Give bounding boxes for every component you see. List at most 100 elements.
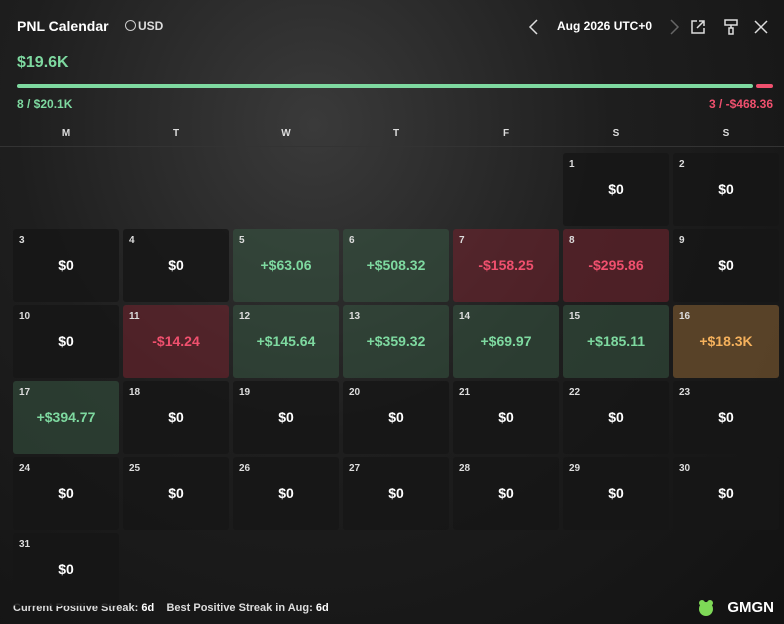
day-number: 7 bbox=[459, 235, 465, 246]
next-month[interactable] bbox=[667, 18, 681, 36]
day-pnl: $0 bbox=[718, 485, 734, 501]
day-pnl: +$145.64 bbox=[256, 333, 316, 349]
day-pnl: $0 bbox=[388, 485, 404, 501]
day-pnl: +$18.3K bbox=[699, 333, 753, 349]
day-number: 2 bbox=[679, 159, 685, 170]
weekday: W bbox=[281, 128, 291, 139]
day-pnl: +$394.77 bbox=[36, 409, 96, 425]
share-button[interactable] bbox=[690, 19, 706, 35]
loss-bar bbox=[756, 84, 773, 88]
total-pnl: $19.6K bbox=[17, 54, 69, 71]
day-cell: 14 +$69.97 bbox=[453, 305, 559, 378]
day-number: 30 bbox=[679, 463, 691, 474]
day-pnl: $0 bbox=[168, 257, 184, 273]
weekday: T bbox=[172, 128, 180, 139]
title: PNL Calendar bbox=[17, 18, 109, 34]
day-cell: 12 +$145.64 bbox=[233, 305, 339, 378]
day-cell: 10 $0 bbox=[13, 305, 119, 378]
day-cell: 4 $0 bbox=[123, 229, 229, 302]
day-cell: 8 -$295.86 bbox=[563, 229, 669, 302]
day-cell: 15 +$185.11 bbox=[563, 305, 669, 378]
day-number: 10 bbox=[19, 311, 31, 322]
day-number: 22 bbox=[569, 387, 581, 398]
day-cell: 17 +$394.77 bbox=[13, 381, 119, 454]
day-number: 5 bbox=[239, 235, 245, 246]
day-cell: 16 +$18.3K bbox=[673, 305, 779, 378]
day-cell: 3 $0 bbox=[13, 229, 119, 302]
style-button[interactable] bbox=[723, 18, 739, 36]
day-number: 1 bbox=[569, 159, 575, 170]
day-pnl: $0 bbox=[388, 409, 404, 425]
day-number: 12 bbox=[239, 311, 251, 322]
day-number: 8 bbox=[569, 235, 575, 246]
day-cell: 9 $0 bbox=[673, 229, 779, 302]
day-number: 31 bbox=[19, 539, 31, 550]
day-number: 14 bbox=[459, 311, 471, 322]
day-pnl: $0 bbox=[168, 409, 184, 425]
currency-toggle[interactable]: USD bbox=[125, 19, 163, 33]
day-pnl: +$63.06 bbox=[260, 257, 312, 273]
day-pnl: $0 bbox=[168, 485, 184, 501]
weekday: S bbox=[722, 128, 730, 139]
day-number: 20 bbox=[349, 387, 361, 398]
day-number: 19 bbox=[239, 387, 251, 398]
weekday: F bbox=[502, 128, 510, 139]
day-pnl: -$295.86 bbox=[588, 257, 644, 273]
day-cell: 30 $0 bbox=[673, 457, 779, 530]
day-pnl: +$185.11 bbox=[586, 333, 645, 349]
win-bar bbox=[17, 84, 753, 88]
day-pnl: $0 bbox=[58, 333, 74, 349]
close-button[interactable] bbox=[753, 19, 769, 35]
day-cell: 18 $0 bbox=[123, 381, 229, 454]
day-pnl: $0 bbox=[608, 409, 624, 425]
day-number: 27 bbox=[349, 463, 361, 474]
day-cell: 21 $0 bbox=[453, 381, 559, 454]
day-pnl: $0 bbox=[498, 409, 514, 425]
day-number: 6 bbox=[349, 235, 355, 246]
day-cell: 19 $0 bbox=[233, 381, 339, 454]
day-pnl: $0 bbox=[498, 485, 514, 501]
day-number: 9 bbox=[679, 235, 685, 246]
day-pnl: $0 bbox=[278, 485, 294, 501]
day-pnl: $0 bbox=[718, 409, 734, 425]
day-cell: 28 $0 bbox=[453, 457, 559, 530]
day-cell: 25 $0 bbox=[123, 457, 229, 530]
best-streak-label: Best Positive Streak in Aug: bbox=[166, 602, 313, 614]
day-number: 26 bbox=[239, 463, 251, 474]
day-number: 13 bbox=[349, 311, 361, 322]
day-number: 25 bbox=[129, 463, 141, 474]
weekday: T bbox=[392, 128, 400, 139]
day-number: 4 bbox=[129, 235, 135, 246]
day-cell: 7 -$158.25 bbox=[453, 229, 559, 302]
day-cell: 20 $0 bbox=[343, 381, 449, 454]
day-cell: 29 $0 bbox=[563, 457, 669, 530]
weekday: M bbox=[61, 128, 71, 139]
day-cell: 24 $0 bbox=[13, 457, 119, 530]
day-pnl: $0 bbox=[58, 257, 74, 273]
weekday: S bbox=[612, 128, 620, 139]
day-cell: 31 $0 bbox=[13, 533, 119, 606]
day-number: 16 bbox=[679, 311, 691, 322]
month: Aug 2026 UTC+0 bbox=[557, 19, 653, 33]
day-pnl: $0 bbox=[58, 485, 74, 501]
day-number: 3 bbox=[19, 235, 25, 246]
current-streak: 6d bbox=[141, 602, 155, 614]
day-number: 17 bbox=[19, 387, 31, 398]
day-pnl: $0 bbox=[608, 485, 624, 501]
day-cell: 13 +$359.32 bbox=[343, 305, 449, 378]
wins: 8 / $20.1K bbox=[17, 97, 73, 111]
day-number: 29 bbox=[569, 463, 581, 474]
day-number: 24 bbox=[19, 463, 31, 474]
day-pnl: $0 bbox=[718, 257, 734, 273]
day-cell: 1 $0 bbox=[563, 153, 669, 226]
day-pnl: +$359.32 bbox=[366, 333, 426, 349]
day-cell: 5 +$63.06 bbox=[233, 229, 339, 302]
day-pnl: $0 bbox=[278, 409, 294, 425]
day-cell: 11 -$14.24 bbox=[123, 305, 229, 378]
day-cell: 2 $0 bbox=[673, 153, 779, 226]
day-cell: 6 +$508.32 bbox=[343, 229, 449, 302]
day-pnl: -$14.24 bbox=[152, 333, 200, 349]
day-number: 21 bbox=[459, 387, 471, 398]
prev-month[interactable] bbox=[527, 18, 541, 36]
